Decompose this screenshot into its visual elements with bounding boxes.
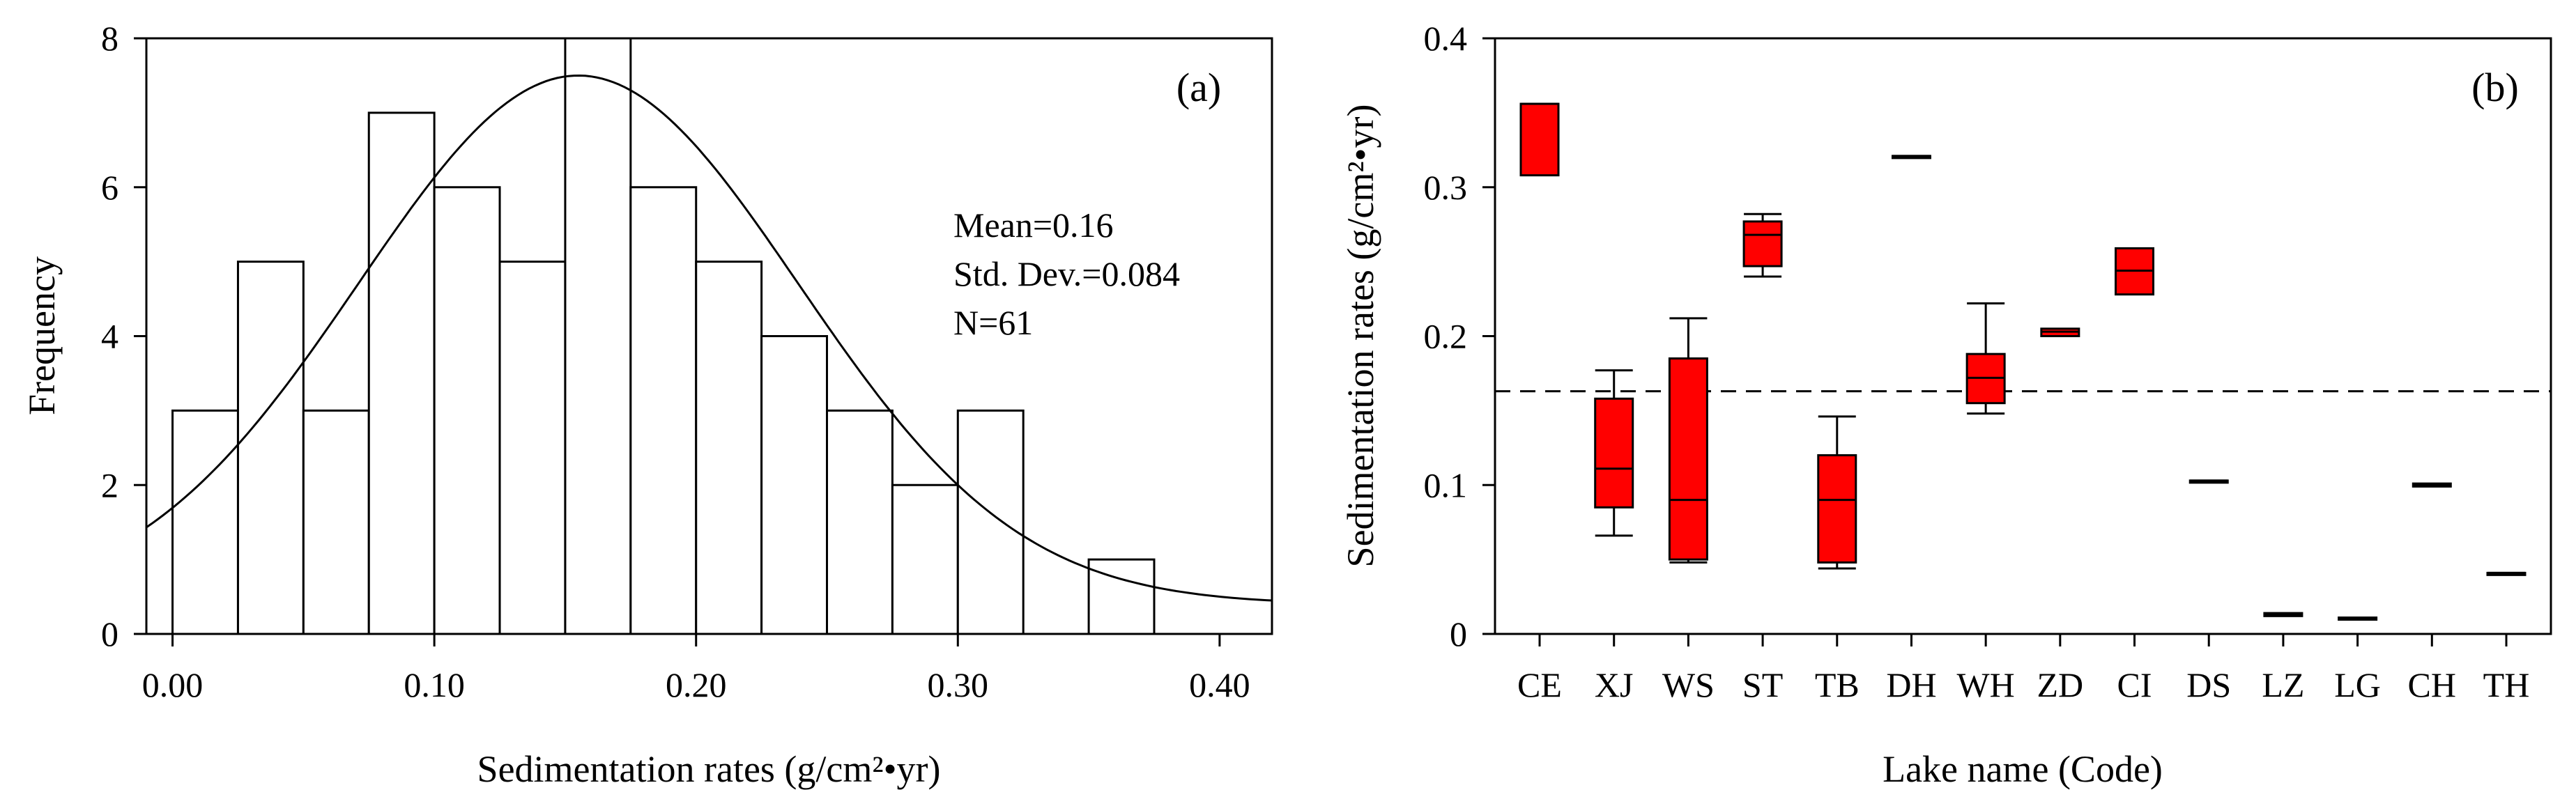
stats-std-dev: Std. Dev.=0.084 bbox=[953, 254, 1180, 293]
x-tick-label-st: ST bbox=[1742, 665, 1783, 704]
y-tick-label: 4 bbox=[101, 317, 118, 356]
boxplot-plot-frame bbox=[1494, 37, 2552, 635]
histogram-x-axis-ticks: 0.00 0.10 0.20 0.30 0.40 bbox=[142, 634, 1250, 704]
box-body bbox=[1817, 454, 1857, 564]
histogram-panel: 0.00 0.10 0.20 0.30 0.40 0 2 4 6 8 (a) Mean=0.16… bbox=[21, 19, 1273, 790]
histogram-bar bbox=[760, 335, 829, 635]
x-tick-label-dh: DH bbox=[1886, 665, 1936, 704]
histogram-bar bbox=[367, 111, 436, 635]
histogram-bar bbox=[171, 409, 239, 635]
x-tick-label-ch: CH bbox=[2408, 665, 2456, 704]
box-plot-ce bbox=[1519, 102, 1560, 177]
y-tick-label: 6 bbox=[101, 168, 118, 207]
histogram-y-axis-ticks: 0 2 4 6 8 bbox=[101, 19, 146, 653]
x-tick-label-ci: CI bbox=[2117, 665, 2152, 704]
normal-distribution-curve bbox=[146, 74, 1273, 602]
histogram-bar bbox=[956, 409, 1025, 635]
box-series bbox=[1519, 102, 2527, 621]
boxplot-panel: 0 0.1 0.2 0.3 0.4 CE XJ WS ST TB DH WH ZD CI DS LZ LG CH… bbox=[1340, 19, 2552, 790]
histogram-bar bbox=[564, 37, 632, 635]
box-body bbox=[1594, 397, 1634, 509]
x-tick-label-xj: XJ bbox=[1595, 665, 1634, 704]
box-plot-ws bbox=[1668, 317, 1708, 564]
y-tick-label: 0 bbox=[101, 614, 118, 653]
x-tick-label: 0.40 bbox=[1189, 665, 1250, 704]
y-tick-label: 0.2 bbox=[1424, 317, 1468, 356]
histogram-bars bbox=[171, 37, 1156, 635]
x-tick-label: 0.10 bbox=[404, 665, 465, 704]
x-tick-label: 0.30 bbox=[928, 665, 989, 704]
box-body bbox=[1519, 102, 1560, 177]
histogram-bar bbox=[498, 261, 567, 635]
x-tick-label-th: TH bbox=[2483, 665, 2530, 704]
histogram-bar bbox=[236, 261, 305, 635]
x-tick-label-lg: LG bbox=[2334, 665, 2381, 704]
box-plot-ds bbox=[2188, 479, 2229, 484]
stats-n: N=61 bbox=[953, 303, 1033, 342]
panel-label-a: (a) bbox=[1176, 65, 1221, 110]
x-tick-label: 0.00 bbox=[142, 665, 204, 704]
boxplot-y-axis-ticks: 0 0.1 0.2 0.3 0.4 bbox=[1424, 19, 1495, 653]
y-tick-label: 0.3 bbox=[1424, 168, 1468, 207]
histogram-bar bbox=[302, 409, 370, 635]
box-body bbox=[1668, 357, 1708, 561]
histogram-bar bbox=[629, 186, 698, 635]
panel-label-b: (b) bbox=[2471, 65, 2519, 110]
box-plot-xj bbox=[1594, 369, 1634, 537]
x-tick-label-ws: WS bbox=[1662, 665, 1715, 704]
box-plot-tb bbox=[1817, 415, 1857, 570]
histogram-bar bbox=[695, 261, 763, 635]
box-plot-zd bbox=[2040, 327, 2080, 337]
y-tick-label: 0.1 bbox=[1424, 465, 1468, 504]
histogram-bar bbox=[433, 186, 501, 635]
histogram-bar bbox=[826, 409, 894, 635]
x-tick-label-zd: ZD bbox=[2037, 665, 2084, 704]
y-tick-label: 2 bbox=[101, 465, 118, 504]
x-tick-label-wh: WH bbox=[1956, 665, 2014, 704]
boxplot-x-axis-ticks: CE XJ WS ST TB DH WH ZD CI DS LZ LG CH TH bbox=[1517, 634, 2529, 704]
x-tick-label-tb: TB bbox=[1815, 665, 1860, 704]
y-tick-label: 0.4 bbox=[1424, 19, 1468, 58]
histogram-x-axis-label: Sedimentation rates (g/cm²•yr) bbox=[477, 748, 941, 790]
box-plot-ch bbox=[2412, 482, 2452, 488]
histogram-bar bbox=[1087, 558, 1156, 635]
box-plot-ci bbox=[2115, 247, 2155, 296]
box-body bbox=[1742, 220, 1783, 268]
x-tick-label: 0.20 bbox=[666, 665, 727, 704]
box-plot-lg bbox=[2338, 616, 2378, 621]
box-plot-dh bbox=[1891, 155, 1931, 160]
x-tick-label-ds: DS bbox=[2186, 665, 2231, 704]
box-plot-th bbox=[2486, 571, 2527, 576]
x-tick-label-lz: LZ bbox=[2262, 665, 2304, 704]
y-tick-label: 8 bbox=[101, 19, 118, 58]
stats-mean: Mean=0.16 bbox=[953, 206, 1114, 245]
histogram-y-axis-label: Frequency bbox=[21, 256, 63, 415]
y-tick-label: 0 bbox=[1450, 614, 1467, 653]
box-plot-st bbox=[1742, 212, 1783, 278]
box-plot-wh bbox=[1965, 302, 2006, 415]
box-plot-lz bbox=[2263, 612, 2303, 617]
x-tick-label-ce: CE bbox=[1517, 665, 1562, 704]
histogram-bar bbox=[891, 483, 959, 635]
boxplot-y-axis-label: Sedimentation rates (g/cm²•yr) bbox=[1340, 104, 1381, 568]
boxplot-x-axis-label: Lake name (Code) bbox=[1883, 748, 2163, 790]
